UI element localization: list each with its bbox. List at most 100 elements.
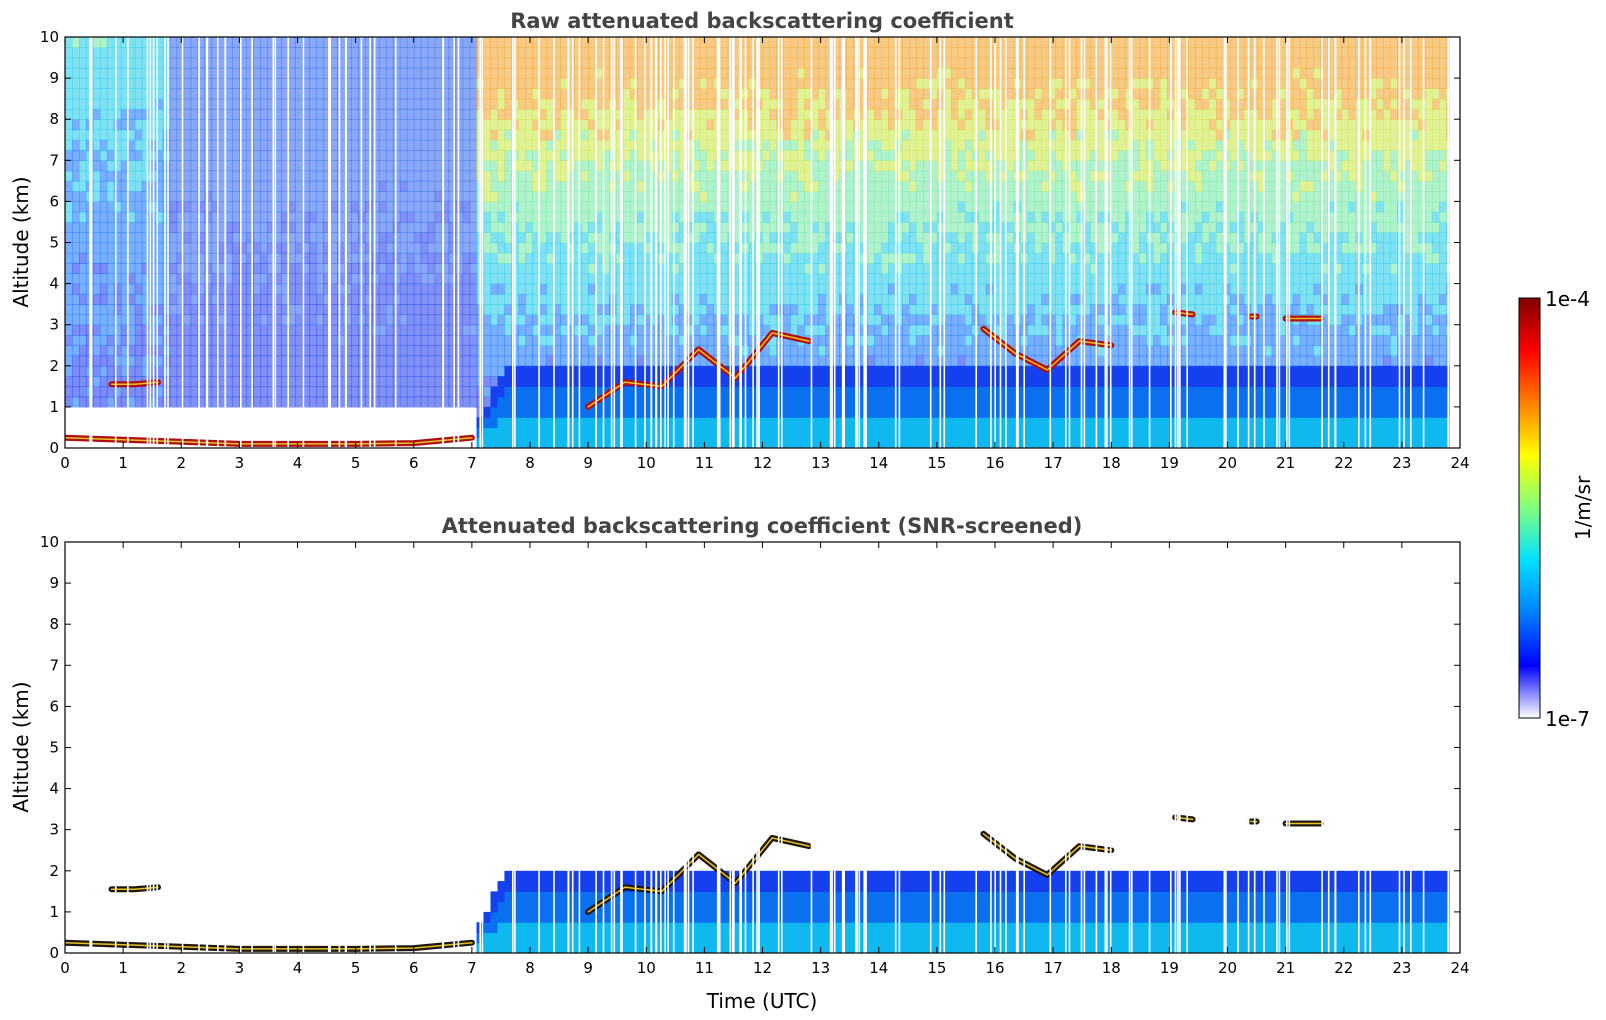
heatmap-cell — [678, 242, 687, 254]
heatmap-cell — [581, 232, 589, 244]
heatmap-cell — [902, 427, 910, 439]
heatmap-cell — [588, 345, 596, 357]
heatmap-cell — [427, 108, 436, 120]
heatmap-cell — [518, 221, 526, 233]
heatmap-cell — [434, 211, 443, 223]
heatmap-cell — [881, 437, 889, 448]
heatmap-cell — [483, 335, 492, 346]
heatmap-cell — [232, 324, 240, 336]
heatmap-cell — [120, 108, 129, 120]
heatmap-cell — [65, 160, 73, 172]
heatmap-cell — [427, 396, 436, 408]
heatmap-cell — [588, 376, 596, 387]
heatmap-cell — [867, 129, 875, 141]
heatmap-cell — [141, 160, 150, 172]
heatmap-cell — [190, 139, 199, 151]
heatmap-cell — [776, 78, 784, 89]
heatmap-cell — [351, 201, 359, 213]
heatmap-cell — [455, 78, 464, 89]
heatmap-cell — [881, 273, 889, 285]
heatmap-cell — [260, 396, 268, 408]
heatmap-cell — [134, 37, 143, 48]
heatmap-cell — [260, 191, 268, 202]
heatmap-cell — [706, 427, 715, 439]
heatmap-cell — [657, 191, 666, 202]
heatmap-cell — [162, 37, 171, 48]
heatmap-cell — [776, 263, 784, 274]
heatmap-cell — [804, 406, 812, 418]
heatmap-cell — [532, 427, 540, 439]
heatmap-cell — [211, 78, 220, 89]
heatmap-cell — [469, 108, 478, 120]
heatmap-cell — [909, 417, 917, 429]
heatmap-cell — [825, 211, 833, 223]
heatmap-cell — [671, 293, 680, 305]
heatmap-cell — [699, 98, 708, 110]
heatmap-cell — [874, 211, 882, 223]
heatmap-cell — [518, 139, 526, 151]
heatmap-cell — [406, 355, 415, 367]
heatmap-cell — [671, 335, 680, 346]
heatmap-cell — [392, 139, 401, 151]
heatmap-cell — [420, 406, 429, 418]
heatmap-cell — [169, 108, 178, 120]
heatmap-cell — [616, 88, 624, 100]
heatmap-cell — [406, 98, 415, 110]
heatmap-cell — [692, 242, 701, 254]
heatmap-cell — [378, 293, 387, 305]
heatmap-cell — [441, 283, 450, 295]
heatmap-cell — [281, 160, 289, 172]
heatmap-cell — [260, 427, 268, 439]
heatmap-cell — [169, 293, 178, 305]
heatmap-cell — [155, 170, 164, 182]
heatmap-cell — [385, 263, 394, 274]
heatmap-cell — [281, 335, 289, 346]
heatmap-cell — [344, 314, 352, 326]
heatmap-cell — [351, 170, 359, 182]
heatmap-cell — [783, 263, 791, 274]
heatmap-cell — [413, 283, 422, 295]
heatmap-cell — [204, 355, 213, 367]
heatmap-cell — [699, 293, 708, 305]
heatmap-cell — [72, 180, 80, 192]
heatmap-cell — [881, 283, 889, 295]
heatmap-cell — [574, 242, 582, 254]
heatmap-cell — [113, 160, 122, 172]
heatmap-cell — [134, 283, 143, 295]
heatmap-cell — [630, 365, 638, 377]
heatmap-cell — [825, 78, 833, 89]
heatmap-cell — [330, 98, 338, 110]
heatmap-cell — [183, 57, 192, 69]
heatmap-cell — [183, 417, 192, 429]
heatmap-cell — [825, 335, 833, 346]
heatmap-cell — [225, 406, 233, 418]
heatmap-cell — [225, 160, 233, 172]
heatmap-cell — [846, 427, 854, 439]
heatmap-cell — [469, 129, 478, 141]
heatmap-cell — [469, 37, 478, 48]
heatmap-cell — [330, 37, 338, 48]
heatmap-cell — [636, 273, 645, 285]
heatmap-cell — [309, 345, 317, 357]
heatmap-cell — [888, 396, 896, 408]
heatmap-cell — [441, 263, 450, 274]
heatmap-cell — [469, 386, 478, 398]
heatmap-cell — [825, 191, 833, 202]
heatmap-cell — [804, 314, 812, 326]
heatmap-cell — [309, 221, 317, 233]
heatmap-cell — [846, 191, 854, 202]
heatmap-cell — [567, 191, 575, 202]
heatmap-cell — [867, 57, 875, 69]
heatmap-cell — [253, 37, 261, 48]
heatmap-cell — [448, 201, 457, 213]
heatmap-cell — [602, 437, 610, 448]
heatmap-cell — [706, 78, 715, 89]
heatmap-cell — [692, 67, 701, 79]
heatmap-cell — [783, 355, 791, 367]
heatmap-cell — [309, 191, 317, 202]
heatmap-cell — [818, 129, 826, 141]
heatmap-cell — [657, 129, 666, 141]
heatmap-cell — [323, 345, 331, 357]
heatmap-cell — [783, 365, 791, 377]
heatmap-cell — [706, 47, 715, 59]
